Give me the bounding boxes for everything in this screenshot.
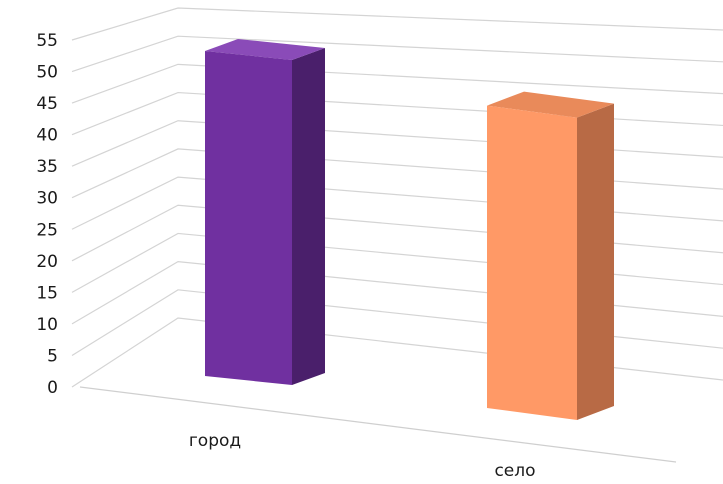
gridline-5 xyxy=(71,289,723,356)
y-tick-label: 15 xyxy=(36,283,58,303)
y-axis-ticks: 0 5 10 15 20 25 30 35 40 45 50 55 xyxy=(36,31,58,398)
x-category-label: село xyxy=(494,461,535,481)
bar-top-face xyxy=(487,91,614,118)
bar-front-face xyxy=(487,105,577,420)
bar-front-face xyxy=(205,51,292,385)
gridline-50 xyxy=(71,35,723,73)
x-axis-categories: город село xyxy=(189,431,536,481)
y-tick-label: 0 xyxy=(47,378,58,398)
gridline-40 xyxy=(71,91,723,136)
y-tick-label: 10 xyxy=(36,315,58,335)
bar-side-face xyxy=(577,103,614,420)
gridline-10 xyxy=(71,261,723,325)
bar-gorod xyxy=(205,39,325,385)
gridline-35 xyxy=(71,120,723,167)
y-tick-label: 5 xyxy=(47,346,58,366)
y-tick-label: 50 xyxy=(36,63,58,83)
bar-top-face xyxy=(205,39,325,60)
bar-side-face xyxy=(292,48,325,385)
grid-layer xyxy=(71,7,723,463)
gridline-55 xyxy=(71,7,723,41)
y-tick-label: 35 xyxy=(36,157,58,177)
y-tick-label: 25 xyxy=(36,220,58,240)
y-tick-label: 45 xyxy=(36,94,58,114)
bars-layer xyxy=(205,39,614,420)
bar-selo xyxy=(487,91,614,420)
gridline-25 xyxy=(71,176,723,230)
gridline-0 xyxy=(71,317,723,388)
y-tick-label: 55 xyxy=(36,31,58,51)
y-tick-label: 30 xyxy=(36,189,58,209)
y-tick-label: 40 xyxy=(36,126,58,146)
floor-front-edge xyxy=(79,386,677,463)
gridline-45 xyxy=(71,63,723,104)
gridline-30 xyxy=(71,148,723,199)
y-tick-label: 20 xyxy=(36,252,58,272)
x-category-label: город xyxy=(189,431,241,451)
